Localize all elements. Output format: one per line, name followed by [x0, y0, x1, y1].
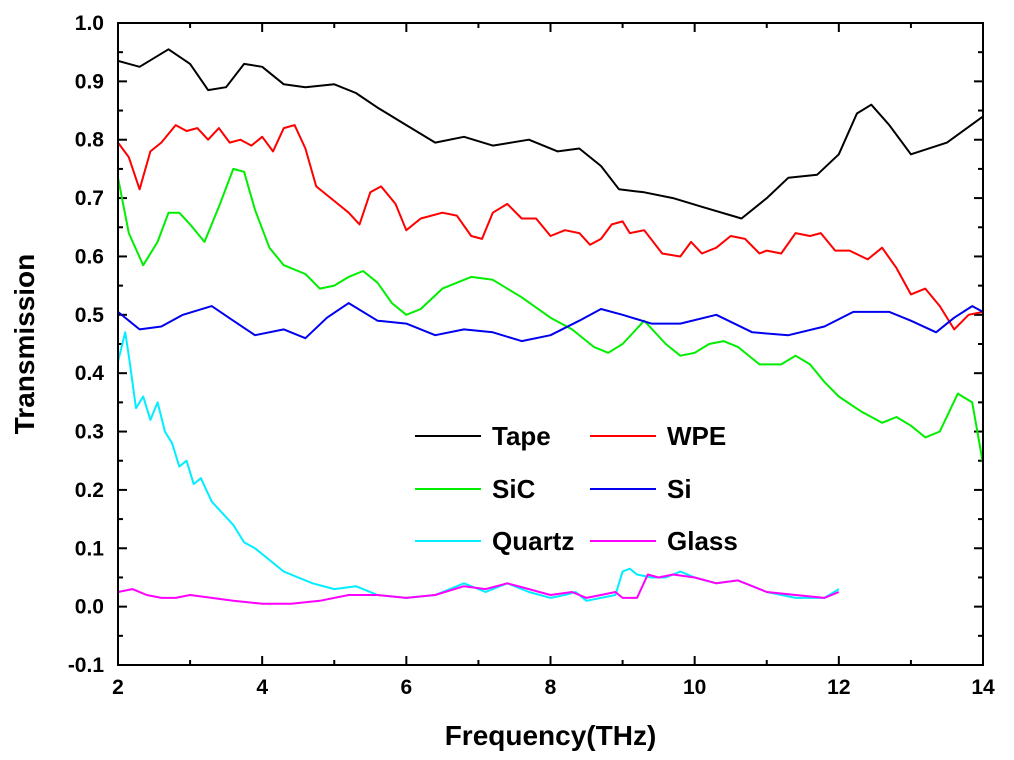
y-tick-label: 1.0 [75, 12, 104, 35]
x-tick-label: 10 [683, 676, 706, 699]
x-tick-label: 2 [112, 676, 124, 699]
legend-label-quartz: Quartz [492, 526, 574, 556]
legend: Tape WPE SiC Si Quartz Glass [415, 421, 738, 556]
legend-label-wpe: WPE [667, 421, 726, 451]
series-line-sic [117, 167, 984, 464]
y-tick-label: 0.5 [75, 304, 105, 327]
x-axis-title: Frequency(THz) [445, 720, 657, 751]
axes-layer: 2 4 6 8 10 12 14 -0.1 0.0 0.1 0.2 0.3 0.4 0.5 0.6 0.7 0.… [68, 12, 995, 699]
x-tick-label: 14 [971, 676, 995, 699]
x-tick-label: 6 [400, 676, 412, 699]
y-axis-title: Transmission [9, 254, 40, 435]
series-line-tape [117, 48, 984, 220]
y-tick-label: 0.2 [75, 479, 104, 502]
legend-label-glass: Glass [667, 526, 738, 556]
series-line-si [117, 302, 984, 343]
legend-label-si: Si [667, 474, 692, 504]
y-tick-label: 0.4 [75, 362, 105, 385]
y-tick-label: 0.1 [75, 537, 105, 560]
y-tick-label: 0.6 [75, 245, 104, 268]
legend-label-sic: SiC [492, 474, 536, 504]
series-line-glass [117, 573, 840, 605]
y-tick-label: 0.0 [75, 596, 104, 619]
y-tick-label: 0.7 [75, 187, 104, 210]
y-tick-label: 0.3 [75, 421, 104, 444]
series-line-wpe [117, 124, 984, 331]
series-layer [117, 48, 984, 605]
x-tick-label: 12 [827, 676, 850, 699]
y-tick-label: 0.8 [75, 129, 105, 152]
y-tick-label: -0.1 [68, 654, 105, 677]
x-tick-label: 4 [256, 676, 268, 699]
series-line-quartz [117, 331, 840, 602]
legend-label-tape: Tape [492, 421, 551, 451]
x-tick-label: 8 [545, 676, 557, 699]
plot-frame [117, 22, 984, 666]
y-tick-label: 0.9 [75, 70, 104, 93]
